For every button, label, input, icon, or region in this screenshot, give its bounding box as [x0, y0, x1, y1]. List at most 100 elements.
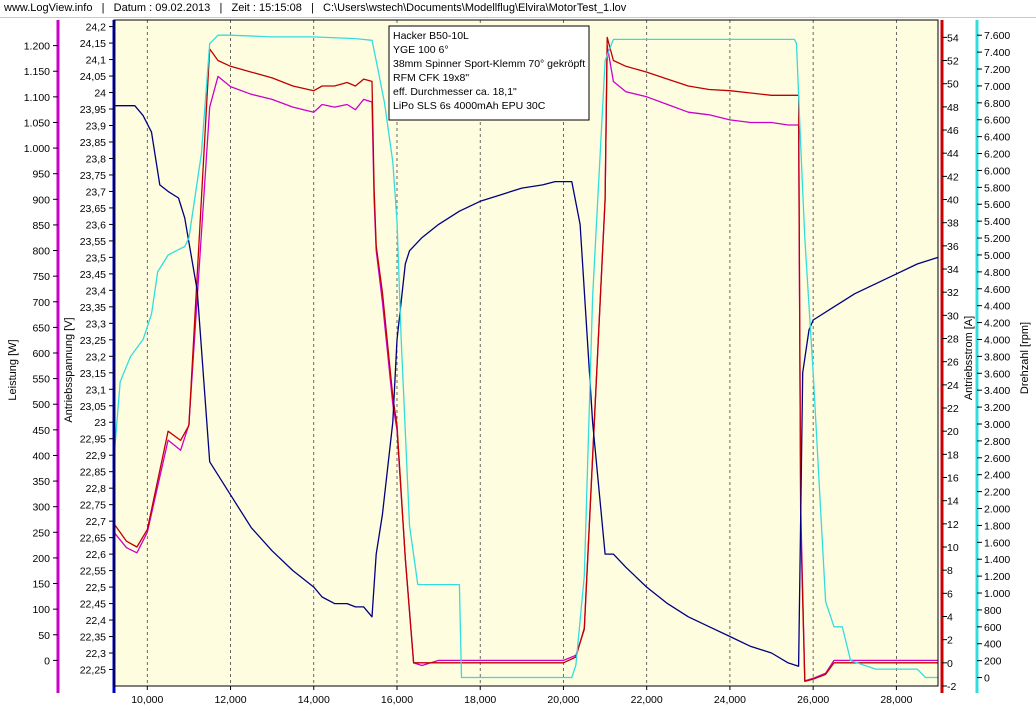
- x-tick-label: 14,000: [298, 694, 330, 706]
- leistung-tick-label: 1.150: [24, 66, 50, 78]
- drehzahl-tick-label: 5.000: [984, 250, 1010, 262]
- strom-tick-label: 50: [947, 79, 959, 91]
- drehzahl-tick-label: 4.200: [984, 318, 1010, 330]
- drehzahl-tick-label: 2.000: [984, 504, 1010, 516]
- x-tick-label: 10,000: [131, 694, 163, 706]
- spannung-tick-label: 23,8: [86, 153, 107, 165]
- header-file: C:\Users\wstech\Documents\Modellflug\Elv…: [323, 2, 627, 14]
- header-site: www.LogView.info: [4, 2, 93, 14]
- leistung-axis-title: Leistung [W]: [7, 339, 19, 400]
- legend-line: RFM CFK 19x8": [393, 72, 469, 84]
- spannung-tick-label: 24,15: [80, 38, 106, 50]
- spannung-tick-label: 22,3: [86, 648, 107, 660]
- strom-tick-label: 28: [947, 334, 959, 346]
- strom-tick-label: 14: [947, 496, 959, 508]
- drehzahl-tick-label: 6.800: [984, 98, 1010, 110]
- spannung-tick-label: 22,95: [80, 434, 106, 446]
- leistung-tick-label: 100: [32, 604, 50, 616]
- leistung-tick-label: 150: [32, 579, 50, 591]
- spannung-tick-label: 23,3: [86, 318, 107, 330]
- drehzahl-tick-label: 2.400: [984, 470, 1010, 482]
- x-tick-label: 26,000: [797, 694, 829, 706]
- series-antriebsspannung-line: [114, 105, 939, 667]
- x-tick-label: 18,000: [464, 694, 496, 706]
- strom-tick-label: 8: [947, 565, 953, 577]
- legend: Hacker B50-10L YGE 100 6° 38mm Spinner S…: [388, 25, 590, 121]
- leistung-tick-label: 1.000: [24, 143, 50, 155]
- spannung-tick-label: 22,9: [86, 450, 107, 462]
- spannung-tick-label: 23,2: [86, 351, 107, 363]
- spannung-tick-label: 23,6: [86, 219, 107, 231]
- drehzahl-axis-title: Drehzahl [rpm]: [1019, 322, 1031, 394]
- spannung-tick-label: 23,9: [86, 121, 107, 133]
- leistung-tick-label: 300: [32, 502, 50, 514]
- legend-box: [388, 25, 590, 121]
- drehzahl-tick-label: 2.800: [984, 436, 1010, 448]
- spannung-tick-label: 23,35: [80, 302, 106, 314]
- strom-tick-label: 10: [947, 542, 959, 554]
- strom-tick-label: 54: [947, 32, 959, 44]
- leistung-tick-label: 650: [32, 322, 50, 334]
- strom-tick-label: 20: [947, 426, 959, 438]
- spannung-tick-label: 23,95: [80, 104, 106, 116]
- plot-border: [113, 19, 939, 687]
- ticks: 10,000 12,000 14,000 16,000 18,000 20,000 22,0…: [24, 22, 1011, 706]
- x-tick-label: 28,000: [880, 694, 912, 706]
- drehzahl-tick-label: 1.600: [984, 537, 1010, 549]
- x-tick-label: 22,000: [631, 694, 663, 706]
- drehzahl-tick-label: 6.000: [984, 165, 1010, 177]
- leistung-tick-label: 800: [32, 246, 50, 258]
- spannung-tick-label: 23: [94, 417, 106, 429]
- leistung-tick-label: 900: [32, 194, 50, 206]
- drehzahl-tick-label: 7.000: [984, 81, 1010, 93]
- drehzahl-tick-label: 4.800: [984, 267, 1010, 279]
- title-bar: www.LogView.info | Datum : 09.02.2013 | …: [0, 0, 1036, 18]
- spannung-tick-label: 22,8: [86, 483, 107, 495]
- strom-tick-label: 22: [947, 403, 959, 415]
- leistung-tick-label: 850: [32, 220, 50, 232]
- spannung-tick-label: 23,65: [80, 203, 106, 215]
- spannung-tick-label: 22,75: [80, 500, 106, 512]
- spannung-tick-label: 24,05: [80, 71, 106, 83]
- spannung-tick-label: 22,65: [80, 533, 106, 545]
- spannung-tick-label: 22,45: [80, 599, 106, 611]
- drehzahl-tick-label: 200: [984, 656, 1002, 668]
- series-drehzahl-line: [113, 34, 938, 679]
- spannung-tick-label: 22,4: [86, 615, 107, 627]
- leistung-tick-label: 1.200: [24, 41, 50, 53]
- strom-tick-label: 40: [947, 195, 959, 207]
- strom-tick-label: 34: [947, 264, 959, 276]
- strom-axis-title: Antriebsstrom [A]: [963, 316, 975, 400]
- strom-tick-label: 38: [947, 218, 959, 230]
- drehzahl-tick-label: 5.400: [984, 216, 1010, 228]
- drehzahl-tick-label: 6.600: [984, 115, 1010, 127]
- spannung-tick-label: 23,25: [80, 335, 106, 347]
- drehzahl-tick-label: 4.600: [984, 284, 1010, 296]
- strom-tick-label: 42: [947, 171, 959, 183]
- leistung-tick-label: 950: [32, 169, 50, 181]
- chart: 10,000 12,000 14,000 16,000 18,000 20,000 22,0…: [7, 19, 1031, 706]
- spannung-tick-label: 23,1: [86, 384, 107, 396]
- strom-tick-label: 16: [947, 473, 959, 485]
- spannung-tick-label: 22,5: [86, 582, 107, 594]
- spannung-tick-label: 23,85: [80, 137, 106, 149]
- spannung-tick-label: 22,85: [80, 467, 106, 479]
- leistung-tick-label: 400: [32, 450, 50, 462]
- spannung-tick-label: 22,6: [86, 549, 107, 561]
- spannung-tick-label: 23,7: [86, 186, 107, 198]
- leistung-tick-label: 1.100: [24, 92, 50, 104]
- drehzahl-tick-label: 2.200: [984, 487, 1010, 499]
- drehzahl-tick-label: 7.400: [984, 47, 1010, 59]
- leistung-tick-label: 1.050: [24, 117, 50, 129]
- leistung-tick-label: 700: [32, 297, 50, 309]
- drehzahl-tick-label: 800: [984, 605, 1002, 617]
- legend-line: eff. Durchmesser ca. 18,1": [393, 86, 517, 98]
- strom-tick-label: 12: [947, 519, 959, 531]
- drehzahl-tick-label: 3.000: [984, 419, 1010, 431]
- drehzahl-tick-label: 3.400: [984, 385, 1010, 397]
- drehzahl-tick-label: 3.200: [984, 402, 1010, 414]
- leistung-tick-label: 450: [32, 425, 50, 437]
- strom-tick-label: 44: [947, 148, 959, 160]
- strom-tick-label: 30: [947, 310, 959, 322]
- leistung-tick-label: 550: [32, 374, 50, 386]
